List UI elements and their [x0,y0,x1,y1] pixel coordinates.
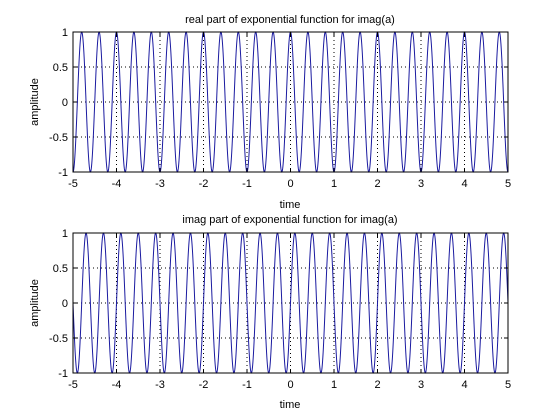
x-tick-label: 3 [418,178,424,190]
subplot-real-part: real part of exponential function for im… [29,14,511,211]
x-tick-label: 0 [287,178,293,190]
x-tick-label: 3 [418,379,424,391]
x-tick-label: -5 [68,379,78,391]
x-axis-label: time [280,199,301,211]
x-tick-label: 2 [374,379,380,391]
y-tick-label: 0.5 [53,263,68,275]
x-tick-label: -3 [155,379,165,391]
x-tick-label: 0 [287,379,293,391]
y-tick-label: -0.5 [49,333,68,345]
x-tick-label: 4 [461,379,467,391]
y-tick-label: -1 [58,167,68,179]
x-tick-label: -2 [199,379,209,391]
y-tick-label: 0.5 [53,62,68,74]
x-tick-label: -4 [112,178,122,190]
y-tick-label: 1 [62,27,68,39]
plot-title: real part of exponential function for im… [185,14,395,26]
y-tick-label: 0 [62,298,68,310]
y-axis-label: amplitude [29,279,41,327]
x-tick-label: -3 [155,178,165,190]
y-tick-label: 1 [62,228,68,240]
x-tick-label: 4 [461,178,467,190]
x-tick-label: -4 [112,379,122,391]
x-tick-label: 1 [331,178,337,190]
x-tick-label: -2 [199,178,209,190]
x-tick-label: -1 [242,178,252,190]
x-tick-label: 1 [331,379,337,391]
x-axis-label: time [280,399,301,411]
x-tick-label: -1 [242,379,252,391]
y-tick-label: 0 [62,97,68,109]
x-tick-label: 2 [374,178,380,190]
y-tick-label: -0.5 [49,132,68,144]
x-tick-label: 5 [505,178,511,190]
plot-title: imag part of exponential function for im… [182,214,397,226]
subplot-imag-part: imag part of exponential function for im… [29,214,511,411]
y-tick-label: -1 [58,368,68,380]
y-axis-label: amplitude [29,78,41,126]
series-line [72,232,509,374]
x-tick-label: 5 [505,379,511,391]
x-tick-label: -5 [68,178,78,190]
